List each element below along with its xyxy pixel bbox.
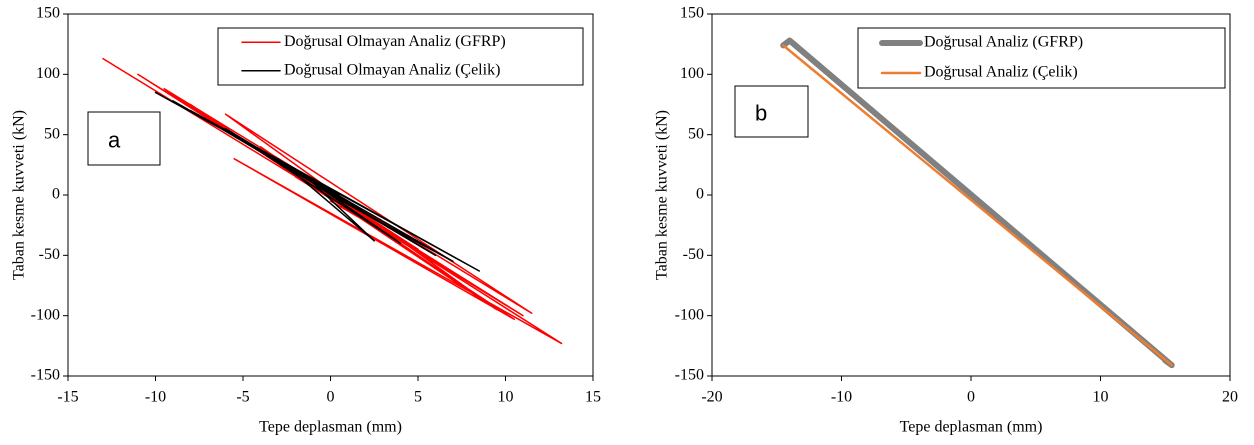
y-axis-title: Taban kesme kuvveti (kN)	[654, 110, 671, 280]
x-tick-label: -10	[145, 389, 166, 406]
data-line	[154, 91, 480, 272]
x-tick-label: 10	[1093, 389, 1109, 406]
y-tick-label: -100	[675, 306, 704, 323]
annotation-box	[87, 111, 161, 166]
legend-label: Doğrusal Analiz (Çelik)	[924, 64, 1078, 81]
x-axis-title: Tepe deplasman (mm)	[900, 419, 1043, 436]
panel-label: b	[755, 100, 767, 125]
y-axis-title: Taban kesme kuvveti (kN)	[11, 110, 28, 280]
x-tick-label: 0	[967, 389, 975, 406]
y-tick-label: 150	[36, 5, 60, 22]
y-tick-label: 50	[44, 125, 60, 142]
y-tick-label: -100	[31, 306, 60, 323]
x-tick-label: -5	[236, 389, 249, 406]
x-axis-title: Tepe deplasman (mm)	[259, 419, 402, 436]
y-tick-label: 0	[52, 186, 60, 203]
x-tick-label: 0	[327, 389, 335, 406]
x-tick-label: 5	[414, 389, 422, 406]
legend-label: Doğrusal Olmayan Analiz (GFRP)	[284, 33, 506, 50]
y-tick-label: -50	[39, 246, 60, 263]
y-tick-label: 0	[696, 186, 704, 203]
data-line	[781, 44, 1173, 367]
legend-box	[217, 27, 584, 86]
annotation-box	[734, 85, 809, 138]
legend-box	[857, 27, 1226, 89]
legend-label: Doğrusal Olmayan Analiz (Çelik)	[284, 61, 500, 78]
x-tick-label: -20	[701, 389, 722, 406]
x-tick-label: 20	[1222, 389, 1238, 406]
x-tick-label: -10	[831, 389, 852, 406]
x-tick-label: -15	[57, 389, 78, 406]
data-line	[102, 57, 563, 345]
y-tick-label: 150	[680, 5, 704, 22]
y-tick-label: 50	[688, 125, 704, 142]
panel-label: a	[108, 127, 121, 152]
y-tick-label: -150	[31, 367, 60, 384]
y-tick-label: 100	[36, 65, 60, 82]
y-tick-label: -150	[675, 367, 704, 384]
y-tick-label: 100	[680, 65, 704, 82]
x-tick-label: 10	[498, 389, 514, 406]
legend-label: Doğrusal Analiz (GFRP)	[924, 34, 1083, 51]
x-tick-label: 15	[585, 389, 601, 406]
y-tick-label: -50	[683, 246, 704, 263]
